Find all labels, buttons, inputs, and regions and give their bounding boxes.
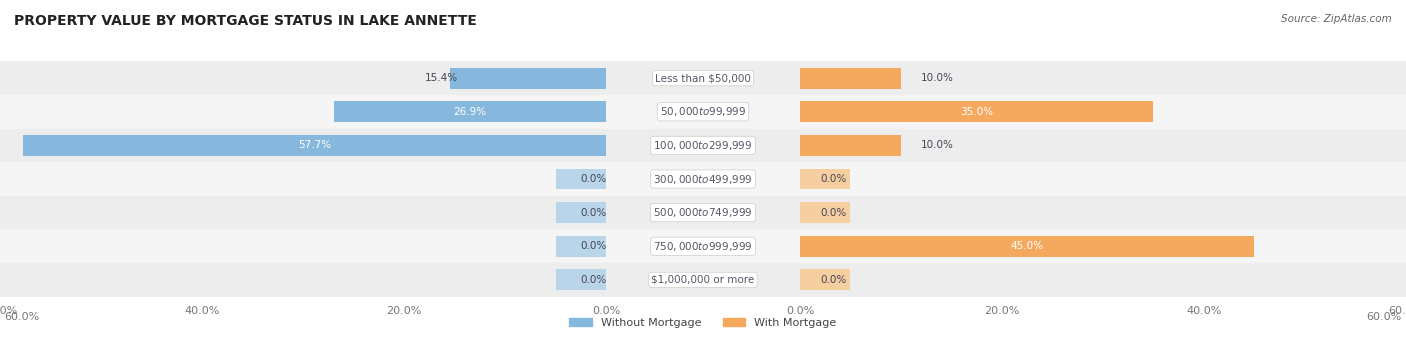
Bar [0, 162, 606, 196]
Bar [606, 196, 800, 229]
Text: $300,000 to $499,999: $300,000 to $499,999 [654, 173, 752, 186]
Bar [800, 229, 1406, 263]
Text: 0.0%: 0.0% [820, 208, 846, 218]
Bar [800, 263, 1406, 297]
Text: 60.0%: 60.0% [1367, 312, 1402, 322]
Text: 10.0%: 10.0% [921, 73, 955, 83]
Text: $50,000 to $99,999: $50,000 to $99,999 [659, 105, 747, 118]
Bar [800, 129, 1406, 162]
Bar [606, 263, 800, 297]
Text: 35.0%: 35.0% [960, 107, 993, 117]
Bar [800, 236, 1254, 257]
Legend: Without Mortgage, With Mortgage: Without Mortgage, With Mortgage [565, 313, 841, 332]
Text: $500,000 to $749,999: $500,000 to $749,999 [654, 206, 752, 219]
Bar [606, 162, 800, 196]
Bar [555, 168, 606, 190]
Bar [606, 129, 800, 162]
Bar [335, 101, 606, 122]
Bar [606, 61, 800, 95]
Text: 15.4%: 15.4% [425, 73, 458, 83]
Bar [800, 168, 851, 190]
Bar [0, 95, 606, 129]
Text: Source: ZipAtlas.com: Source: ZipAtlas.com [1281, 14, 1392, 24]
Text: 0.0%: 0.0% [581, 208, 607, 218]
Text: $750,000 to $999,999: $750,000 to $999,999 [654, 240, 752, 253]
Bar [0, 263, 606, 297]
Bar [800, 95, 1406, 129]
Text: Less than $50,000: Less than $50,000 [655, 73, 751, 83]
Bar [606, 95, 800, 129]
Bar [0, 196, 606, 229]
Text: $1,000,000 or more: $1,000,000 or more [651, 275, 755, 285]
Bar [800, 135, 901, 156]
Bar [800, 269, 851, 290]
Text: 45.0%: 45.0% [1011, 241, 1043, 251]
Text: 60.0%: 60.0% [4, 312, 39, 322]
Bar [800, 68, 901, 89]
Text: 0.0%: 0.0% [820, 174, 846, 184]
Bar [555, 236, 606, 257]
Bar [606, 229, 800, 263]
Bar [800, 196, 1406, 229]
Bar [800, 61, 1406, 95]
Text: 26.9%: 26.9% [454, 107, 486, 117]
Text: $100,000 to $299,999: $100,000 to $299,999 [654, 139, 752, 152]
Text: 0.0%: 0.0% [820, 275, 846, 285]
Text: 10.0%: 10.0% [921, 140, 955, 150]
Text: PROPERTY VALUE BY MORTGAGE STATUS IN LAKE ANNETTE: PROPERTY VALUE BY MORTGAGE STATUS IN LAK… [14, 14, 477, 28]
Bar [800, 101, 1153, 122]
Bar [555, 202, 606, 223]
Bar [450, 68, 606, 89]
Bar [0, 229, 606, 263]
Text: 0.0%: 0.0% [581, 275, 607, 285]
Text: 0.0%: 0.0% [581, 174, 607, 184]
Text: 57.7%: 57.7% [298, 140, 332, 150]
Bar [555, 269, 606, 290]
Bar [800, 162, 1406, 196]
Text: 0.0%: 0.0% [581, 241, 607, 251]
Bar [0, 61, 606, 95]
Bar [800, 202, 851, 223]
Bar [0, 129, 606, 162]
Bar [24, 135, 606, 156]
